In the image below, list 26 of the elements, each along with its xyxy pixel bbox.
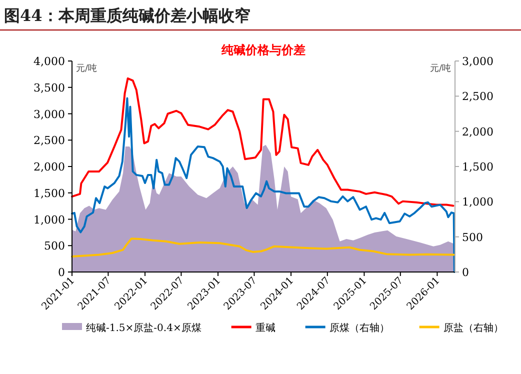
y2-axis-title: 元/吨 xyxy=(430,63,451,74)
y-axis-title: 元/吨 xyxy=(76,63,98,74)
y2-tick-label: 500 xyxy=(462,230,483,244)
y2-tick-label: 2,500 xyxy=(462,90,494,104)
legend-label: 原煤（右轴） xyxy=(329,322,390,334)
y-tick-label: 0 xyxy=(58,266,65,279)
y-tick-label: 3,500 xyxy=(34,81,65,94)
y-tick-label: 1,000 xyxy=(34,213,65,226)
y2-tick-label: 2,000 xyxy=(462,125,494,138)
legend-label: 重碱 xyxy=(255,322,276,334)
y2-tick-label: 3,000 xyxy=(462,55,494,68)
y-tick-label: 3,000 xyxy=(34,108,65,121)
y-tick-label: 1,500 xyxy=(34,186,65,200)
y2-tick-label: 0 xyxy=(462,266,469,279)
line-series xyxy=(71,77,454,207)
legend-label: 纯碱-1.5×原盐-0.4×原煤 xyxy=(86,322,202,334)
y2-tick-label: 1,500 xyxy=(462,160,494,174)
y-tick-label: 4,000 xyxy=(34,55,65,68)
y-tick-label: 500 xyxy=(44,240,65,253)
line-series xyxy=(71,238,455,258)
y2-tick-label: 1,000 xyxy=(462,196,494,209)
y-tick-label: 2,000 xyxy=(34,160,65,174)
y-tick-label: 2,500 xyxy=(34,134,65,148)
chart-title: 图44：本周重质纯碱价差小幅收窄 xyxy=(4,6,250,25)
chart-subtitle: 纯碱价格与价差 xyxy=(220,43,306,57)
legend-label: 原盐（右轴） xyxy=(443,322,504,334)
